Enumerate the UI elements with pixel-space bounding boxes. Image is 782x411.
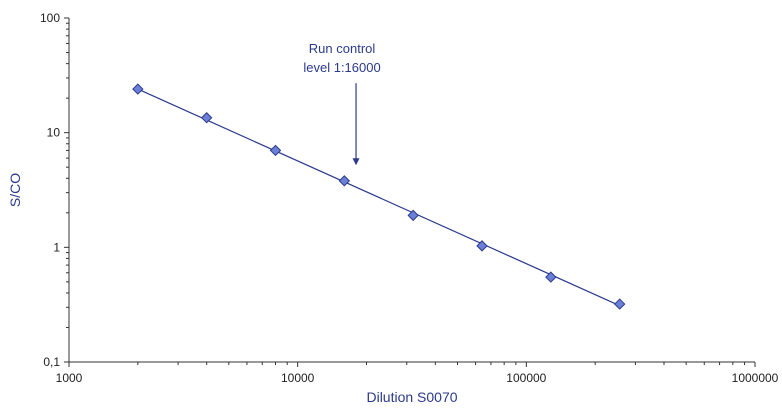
data-point xyxy=(200,112,213,124)
y-axis-ticks: 0,1 1 10 100 xyxy=(40,11,69,369)
x-tick-label: 100000 xyxy=(506,371,546,385)
data-point xyxy=(613,298,626,310)
plot-area: 0,1 1 10 100 1000 10000 100000 1000000 Run con… xyxy=(40,11,779,385)
x-tick-label: 1000000 xyxy=(732,371,779,385)
data-point xyxy=(407,209,419,222)
annotation-line-2: level 1:16000 xyxy=(303,60,380,75)
annotation-line-1: Run control xyxy=(309,41,376,56)
y-tick-label: 10 xyxy=(47,126,61,140)
data-points xyxy=(132,83,626,310)
y-tick-label: 0,1 xyxy=(43,355,60,369)
trend-line xyxy=(137,88,620,307)
x-tick-label: 10000 xyxy=(281,371,315,385)
y-axis-title: S/CO xyxy=(7,173,23,207)
y-tick-label: 100 xyxy=(40,11,60,25)
x-axis-title: Dilution S0070 xyxy=(366,389,457,405)
data-point xyxy=(338,175,351,187)
y-tick-label: 1 xyxy=(53,240,60,254)
data-point xyxy=(545,271,557,283)
data-point xyxy=(269,144,282,157)
annotation: Run control level 1:16000 xyxy=(303,41,381,166)
data-point xyxy=(476,240,488,252)
annotation-arrowhead xyxy=(352,158,360,166)
data-point xyxy=(132,83,144,95)
x-tick-label: 1000 xyxy=(56,371,83,385)
x-axis-ticks: 1000 10000 100000 1000000 xyxy=(56,362,779,385)
